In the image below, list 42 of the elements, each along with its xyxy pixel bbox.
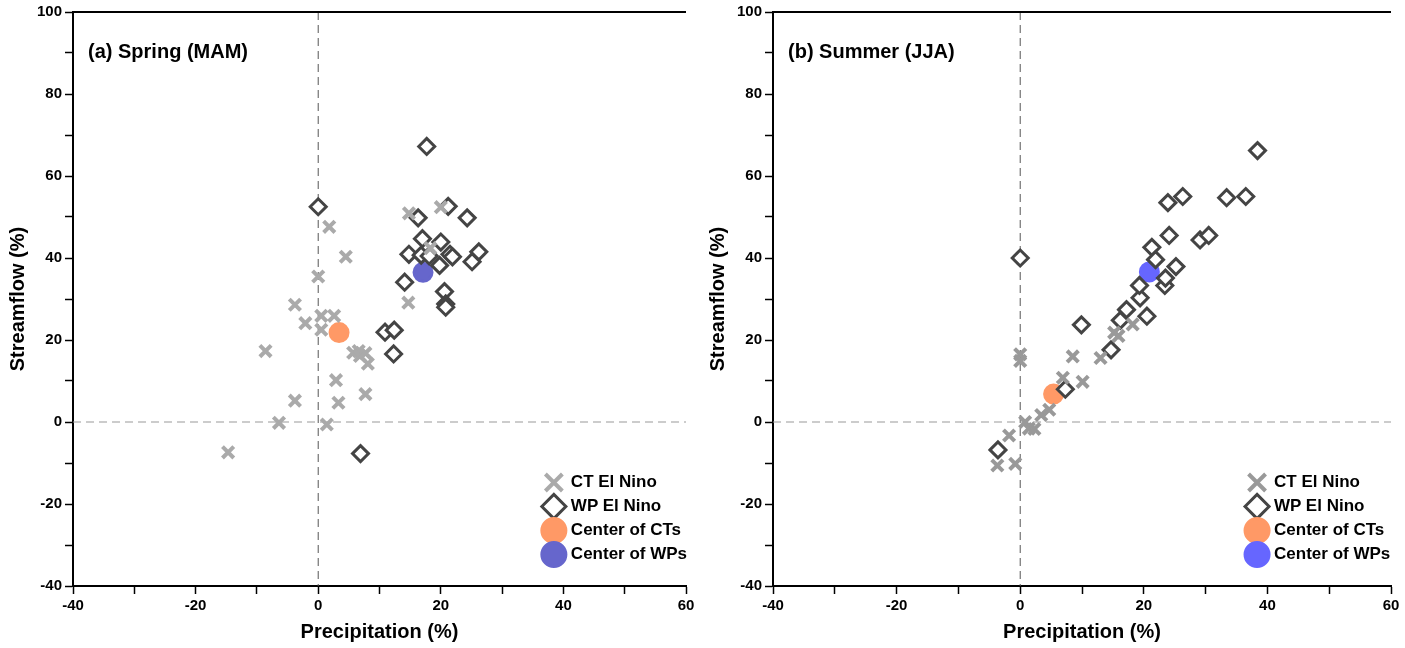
text: (b) Summer (JJA) [788,39,955,62]
x-tick-label: 0 [1016,596,1025,614]
x-tick-label: 20 [1135,596,1153,614]
legend-label: Center of WPs [1274,544,1391,564]
legend-label: WP El Nino [1274,496,1365,516]
x-tick-label: 20 [432,596,450,614]
y-tick-label: -40 [40,576,63,594]
x-tick-label: 40 [1259,596,1276,614]
y-tick-label: -40 [740,576,763,594]
x-axis-title: Precipitation (%) [1003,619,1161,642]
y-tick-label: 60 [745,166,763,184]
y-tick-label: 100 [37,2,63,20]
legend-label: Center of WPs [570,544,688,564]
y-tick-label: 20 [745,330,763,348]
x-axis-title: Precipitation (%) [300,619,459,642]
legend-label: CT El Nino [570,472,657,492]
y-axis-title: Streamflow (%) [705,226,728,372]
x-tick-label: -20 [885,596,908,614]
legend-label: Center of CTs [570,520,682,540]
x-tick-label: 0 [314,596,323,614]
text: (a) Spring (MAM) [88,39,249,62]
y-tick-label: 0 [753,412,763,430]
y-tick-label: 80 [45,84,63,102]
y-tick-label: 40 [745,248,763,266]
x-tick-label: -40 [762,596,784,614]
legend-label: CT El Nino [1274,472,1361,492]
y-tick-label: -20 [740,494,763,512]
y-tick-label: 100 [737,2,763,20]
x-tick-label: -20 [184,596,207,614]
y-tick-label: 20 [45,330,63,348]
x-tick-label: 40 [555,596,572,614]
x-tick-label: -40 [62,596,84,614]
y-tick-label: 80 [745,84,763,102]
y-tick-label: 40 [45,248,63,266]
legend-label: WP El Nino [570,496,662,516]
x-tick-label: 60 [1382,596,1400,614]
legend-label: Center of CTs [1274,520,1385,540]
y-tick-label: 60 [45,166,63,184]
y-axis-title: Streamflow (%) [5,226,28,372]
x-tick-label: 60 [677,596,695,614]
y-tick-label: 0 [53,412,63,430]
y-tick-label: -20 [40,494,63,512]
